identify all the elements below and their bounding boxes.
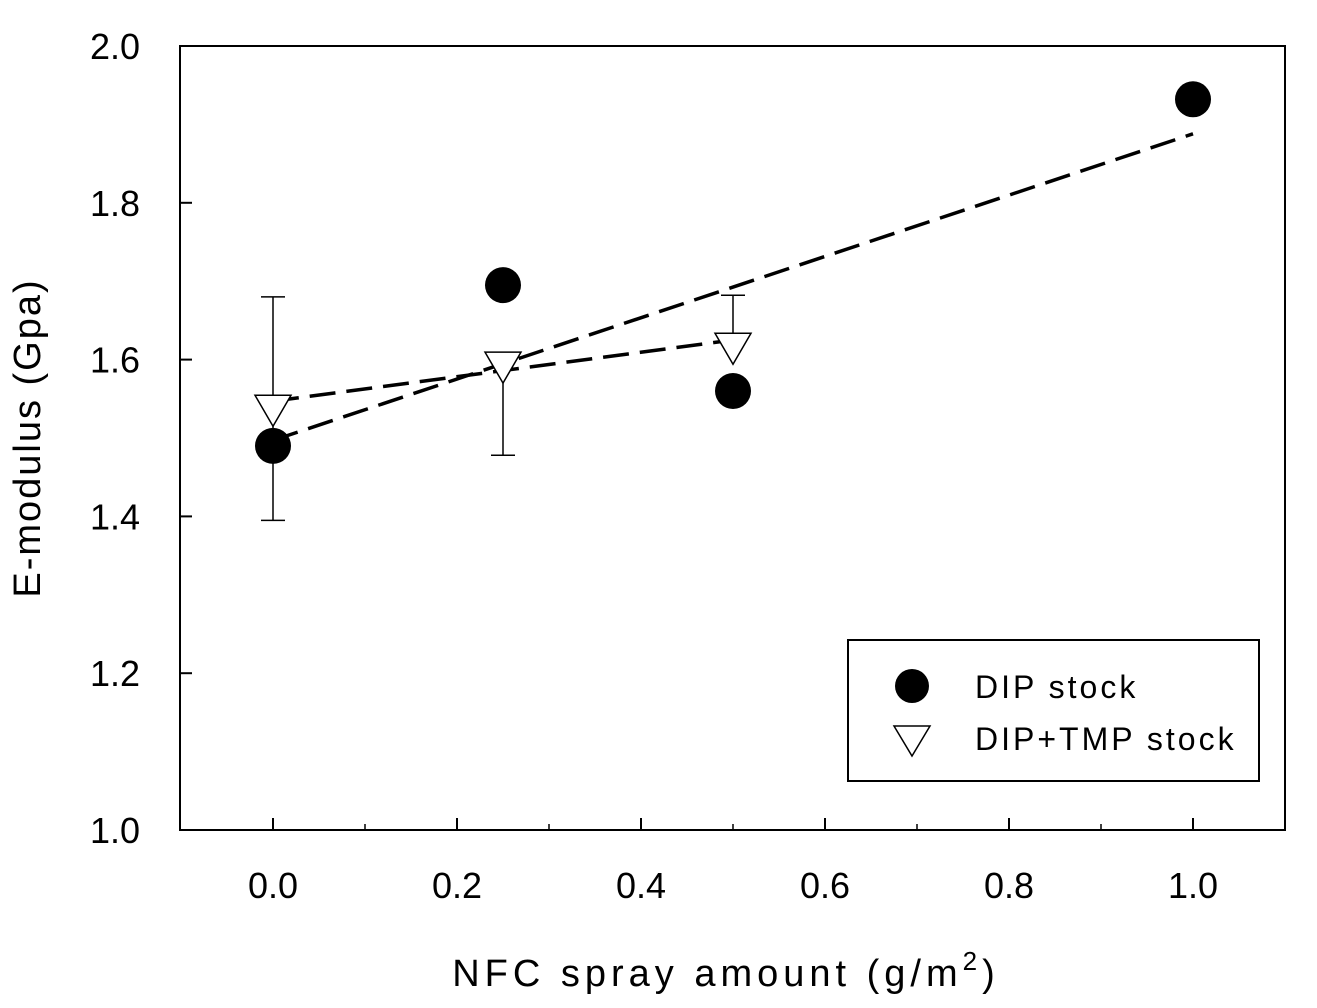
- legend-box: [847, 639, 1260, 782]
- x-tick-label: 1.0: [1168, 865, 1218, 906]
- legend: DIP stock DIP+TMP stock: [847, 639, 1260, 782]
- legend-marker-dip-tmp: [892, 725, 932, 758]
- y-tick-label: 1.8: [90, 183, 140, 224]
- y-tick-label: 1.6: [90, 340, 140, 381]
- x-axis-title-main: NFC spray amount (g/m: [452, 953, 962, 995]
- point-dip-tmp-stock: [713, 332, 753, 366]
- y-tick-label: 1.4: [90, 496, 140, 537]
- x-tick-label: 0.4: [616, 865, 666, 906]
- x-axis: 0.0 0.2 0.4 0.6 0.8 1.0: [248, 818, 1218, 906]
- x-tick-label: 0.2: [432, 865, 482, 906]
- x-tick-label: 0.8: [984, 865, 1034, 906]
- error-bars: [261, 294, 745, 522]
- x-tick-label: 0.0: [248, 865, 298, 906]
- point-dip-tmp-stock: [483, 351, 523, 385]
- point-dip-stock: [715, 372, 751, 409]
- point-dip-tmp-stock: [253, 394, 293, 428]
- y-axis-title: E-modulus (Gpa): [7, 278, 49, 597]
- y-axis: 1.0 1.2 1.4 1.6 1.8 2.0: [90, 26, 192, 851]
- x-axis-title-superscript: 2: [963, 946, 982, 976]
- y-tick-label: 1.2: [90, 653, 140, 694]
- y-tick-label: 1.0: [90, 810, 140, 851]
- x-tick-label: 0.6: [800, 865, 850, 906]
- legend-marker-dip: [895, 669, 929, 703]
- point-dip-stock: [1175, 81, 1211, 118]
- data-points: [253, 81, 1211, 464]
- y-tick-label: 2.0: [90, 26, 140, 67]
- legend-label-dip-tmp: DIP+TMP stock: [975, 721, 1237, 757]
- x-axis-title-suffix: ): [982, 953, 1000, 995]
- point-dip-stock: [255, 427, 291, 464]
- trend-line-series-0: [272, 132, 1194, 443]
- x-axis-title: NFC spray amount (g/m2): [452, 946, 1000, 995]
- legend-label-dip: DIP stock: [975, 669, 1138, 705]
- point-dip-stock: [485, 267, 521, 304]
